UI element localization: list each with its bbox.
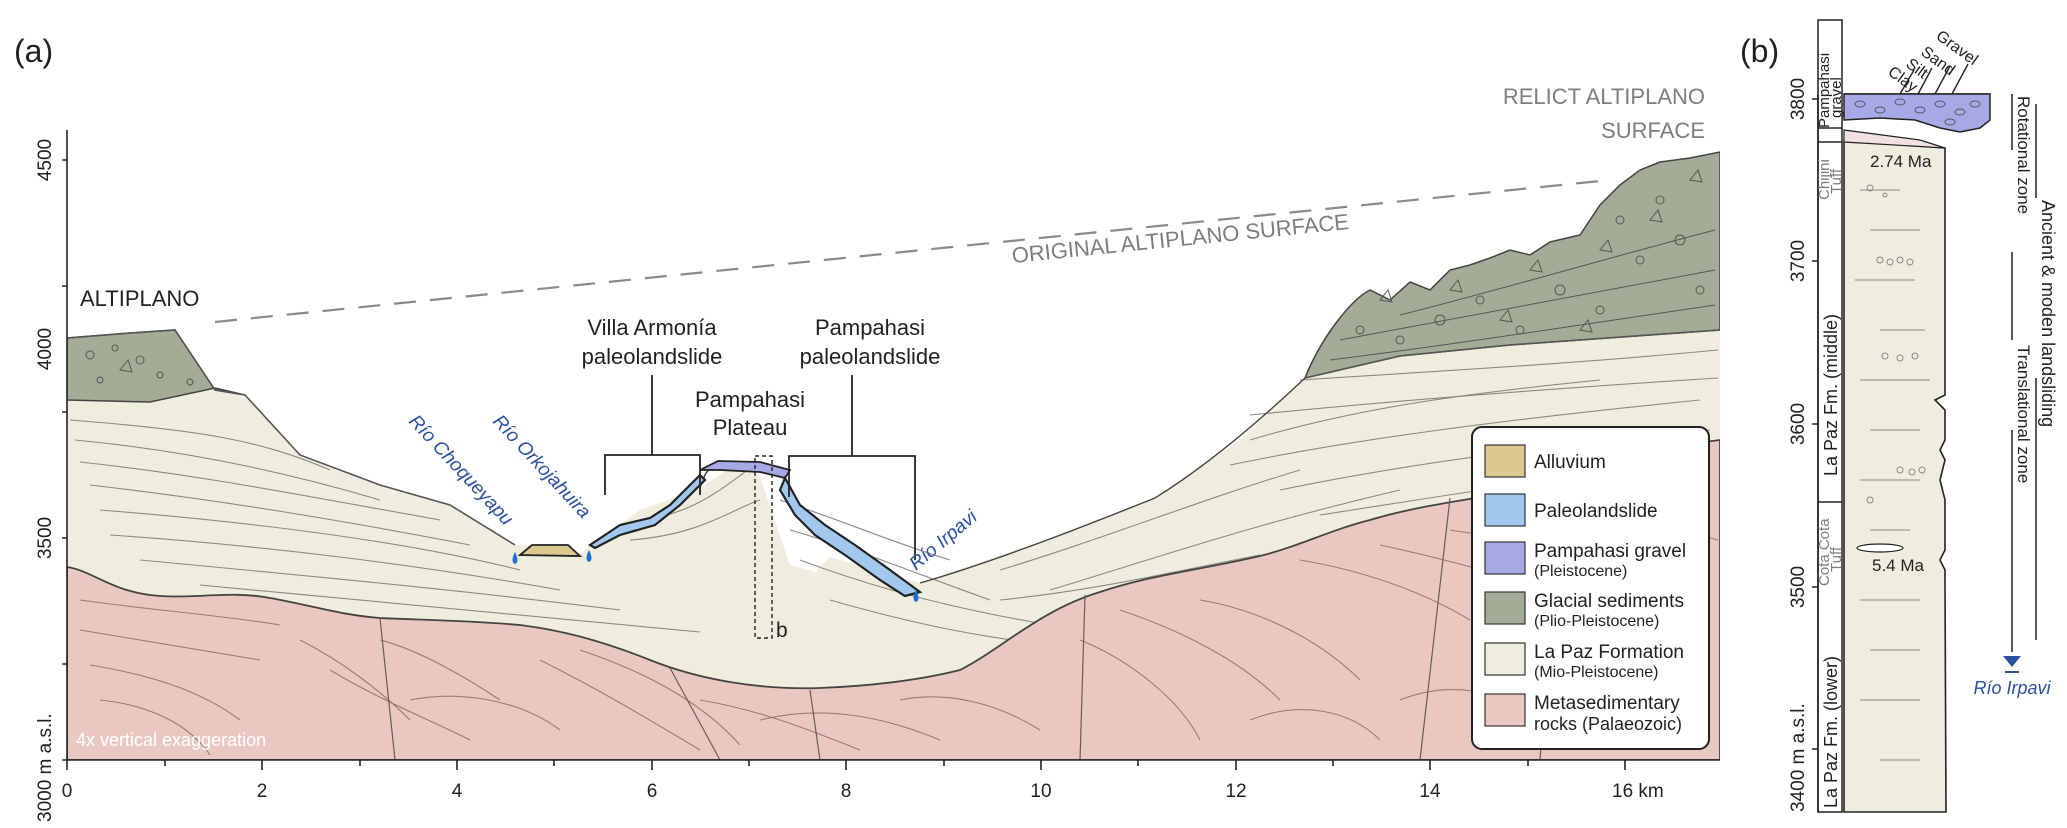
- legend-label-alluvium: Alluvium: [1534, 452, 1606, 473]
- section-b-marker-box: [754, 455, 773, 639]
- unit-name-column: [1817, 19, 1843, 813]
- panel-b-label: (b): [1740, 33, 1779, 69]
- altiplano-label: ALTIPLANO: [80, 286, 199, 311]
- legend-swatch-metasedimentary: [1484, 693, 1526, 727]
- villa-armonia-label-line2: paleolandslide: [582, 344, 723, 369]
- b-y-tick-3500: 3500: [1788, 566, 1809, 608]
- x-tick-14: 14: [1419, 781, 1441, 802]
- unit-chijini-tuff-line2: Tuff: [1828, 168, 1845, 194]
- unit-la-paz-middle: La Paz Fm. (middle): [1821, 314, 1841, 476]
- glacial-sediments-right: [1303, 151, 1720, 380]
- legend: Alluvium Paleolandslide Pampahasi gravel…: [1471, 426, 1710, 750]
- b-y-tick-3400: 3400 m a.s.l.: [1788, 703, 1809, 812]
- legend-item-metasedimentary: Metasedimentary rocks (Palaeozoic): [1484, 693, 1682, 734]
- x-tick-2: 2: [257, 781, 268, 802]
- river-level-marker-icon: [2003, 656, 2021, 667]
- legend-swatch-pampahasi-gravel: [1484, 541, 1526, 575]
- y-tick-3500: 3500: [35, 517, 56, 559]
- pampahasi-gravel-cap: [699, 460, 792, 480]
- y-tick-3000: 3000 m a.s.l.: [35, 713, 56, 822]
- y-tick-4000: 4000: [35, 328, 56, 370]
- legend-item-alluvium: Alluvium: [1484, 444, 1606, 478]
- legend-label-glacial-sediments: Glacial sediments: [1534, 591, 1684, 612]
- legend-swatch-alluvium: [1484, 444, 1526, 478]
- villa-armonia-label-line1: Villa Armonía: [587, 315, 717, 340]
- column-cota-cota-tuff: [1856, 543, 1904, 553]
- rotational-zone-label: Rotational zone: [2014, 96, 2033, 214]
- pampahasi-plateau-label-line2: Plateau: [713, 415, 788, 440]
- legend-item-glacial-sediments: Glacial sediments (Plio-Pleistocene): [1484, 591, 1684, 630]
- original-altiplano-surface-line: [214, 178, 1611, 324]
- gravel-clasts: [1854, 98, 1981, 126]
- relict-altiplano-label-line2: SURFACE: [1601, 118, 1705, 143]
- alluvium-deposit: [517, 544, 583, 557]
- age-cota-cota: 5.4 Ma: [1872, 556, 1925, 575]
- legend-swatch-la-paz-formation: [1484, 642, 1526, 676]
- column-sediment-texture: [1855, 184, 1930, 761]
- legend-sub-glacial-sediments: (Plio-Pleistocene): [1534, 613, 1659, 630]
- rio-irpavi-column-label: Río Irpavi: [1973, 678, 2051, 698]
- age-chijini: 2.74 Ma: [1870, 152, 1932, 171]
- unit-cota-cota-tuff-line1: Cota Cota: [1816, 518, 1833, 586]
- panel-a-axes: [62, 130, 1720, 770]
- pampahasi-paleolandslide-bracket: [788, 375, 916, 560]
- la-paz-column-body: [1843, 139, 1947, 813]
- b-y-tick-3600: 3600: [1788, 403, 1809, 445]
- unit-cota-cota-tuff-line2: Tuff: [1828, 546, 1845, 572]
- legend-item-pampahasi-gravel: Pampahasi gravel (Pleistocene): [1484, 541, 1686, 580]
- legend-swatch-glacial-sediments: [1484, 591, 1526, 625]
- x-tick-8: 8: [841, 781, 852, 802]
- vertical-exaggeration-note: 4x vertical exaggeration: [76, 730, 266, 750]
- legend-item-paleolandslide: Paleolandslide: [1484, 493, 1658, 527]
- rio-irpavi-river-icon: [913, 590, 919, 602]
- legend-sub-la-paz-formation: (Mio-Pleistocene): [1534, 664, 1658, 681]
- unit-pampahasi-gravel-line1: Pampahasi: [1816, 53, 1833, 128]
- legend-label-metasedimentary: Metasedimentary: [1534, 693, 1680, 714]
- villa-armonia-paleolandslide: [587, 473, 707, 550]
- legend-sub-metasedimentary: rocks (Palaeozoic): [1534, 714, 1682, 734]
- x-tick-4: 4: [452, 781, 463, 802]
- x-tick-12: 12: [1225, 781, 1246, 802]
- rio-orkojahuira-river-icon: [586, 550, 592, 562]
- pampahasi-paleolandslide-label-line2: paleolandslide: [800, 344, 941, 369]
- legend-label-la-paz-formation: La Paz Formation: [1534, 642, 1684, 663]
- panel-a-cross-section: (a): [14, 33, 1720, 822]
- panel-b-axis: [1812, 94, 1819, 812]
- column-chijini-tuff: [1843, 129, 1946, 149]
- villa-armonia-bracket: [604, 375, 701, 495]
- metasedimentary-layer: [67, 439, 1720, 760]
- unit-la-paz-lower: La Paz Fm. (lower): [1821, 656, 1841, 808]
- x-tick-labels: 0 2 4 6 8 10 12 14 16 km: [62, 781, 1664, 802]
- legend-label-pampahasi-gravel: Pampahasi gravel: [1534, 541, 1686, 562]
- topographic-profile: [67, 329, 1720, 546]
- section-b-marker-label: b: [776, 619, 788, 642]
- original-altiplano-surface-label: ORIGINAL ALTIPLANO SURFACE: [1011, 209, 1350, 268]
- legend-item-la-paz-formation: La Paz Formation (Mio-Pleistocene): [1484, 642, 1684, 681]
- ancient-moden-landsliding-label: Ancient & moden landsliding: [2038, 200, 2058, 427]
- legend-label-paleolandslide: Paleolandslide: [1534, 501, 1658, 522]
- pampahasi-paleolandslide: [778, 475, 923, 598]
- relict-altiplano-label-line1: RELICT ALTIPLANO: [1503, 84, 1705, 109]
- legend-swatch-paleolandslide: [1484, 493, 1526, 527]
- b-y-tick-3800: 3800: [1788, 78, 1809, 120]
- x-tick-6: 6: [647, 781, 658, 802]
- rio-irpavi-label: Río Irpavi: [906, 506, 982, 575]
- panel-b-stratigraphic-column: (b) 3800 3700 3600 3500 3400 m a.s.l. Pa…: [1740, 19, 2058, 813]
- x-tick-16km: 16 km: [1612, 781, 1664, 802]
- legend-sub-pampahasi-gravel: (Pleistocene): [1534, 563, 1627, 580]
- b-y-tick-3700: 3700: [1788, 240, 1809, 282]
- x-tick-10: 10: [1030, 781, 1051, 802]
- unit-chijini-tuff-line1: Chijini: [1816, 159, 1833, 200]
- unit-pampahasi-gravel-line2: gravel: [1828, 77, 1845, 118]
- panel-a-label: (a): [14, 33, 53, 69]
- y-tick-4500: 4500: [35, 139, 56, 181]
- x-tick-0: 0: [62, 781, 73, 802]
- legend-box: [1471, 426, 1710, 750]
- landslide-zone-arrows: [2011, 94, 2037, 652]
- translational-zone-label: Translational zone: [2014, 345, 2033, 483]
- rio-choqueyapu-river-icon: [512, 552, 518, 564]
- pampahasi-plateau-label-line1: Pampahasi: [695, 387, 805, 412]
- pampahasi-paleolandslide-label-line1: Pampahasi: [815, 315, 925, 340]
